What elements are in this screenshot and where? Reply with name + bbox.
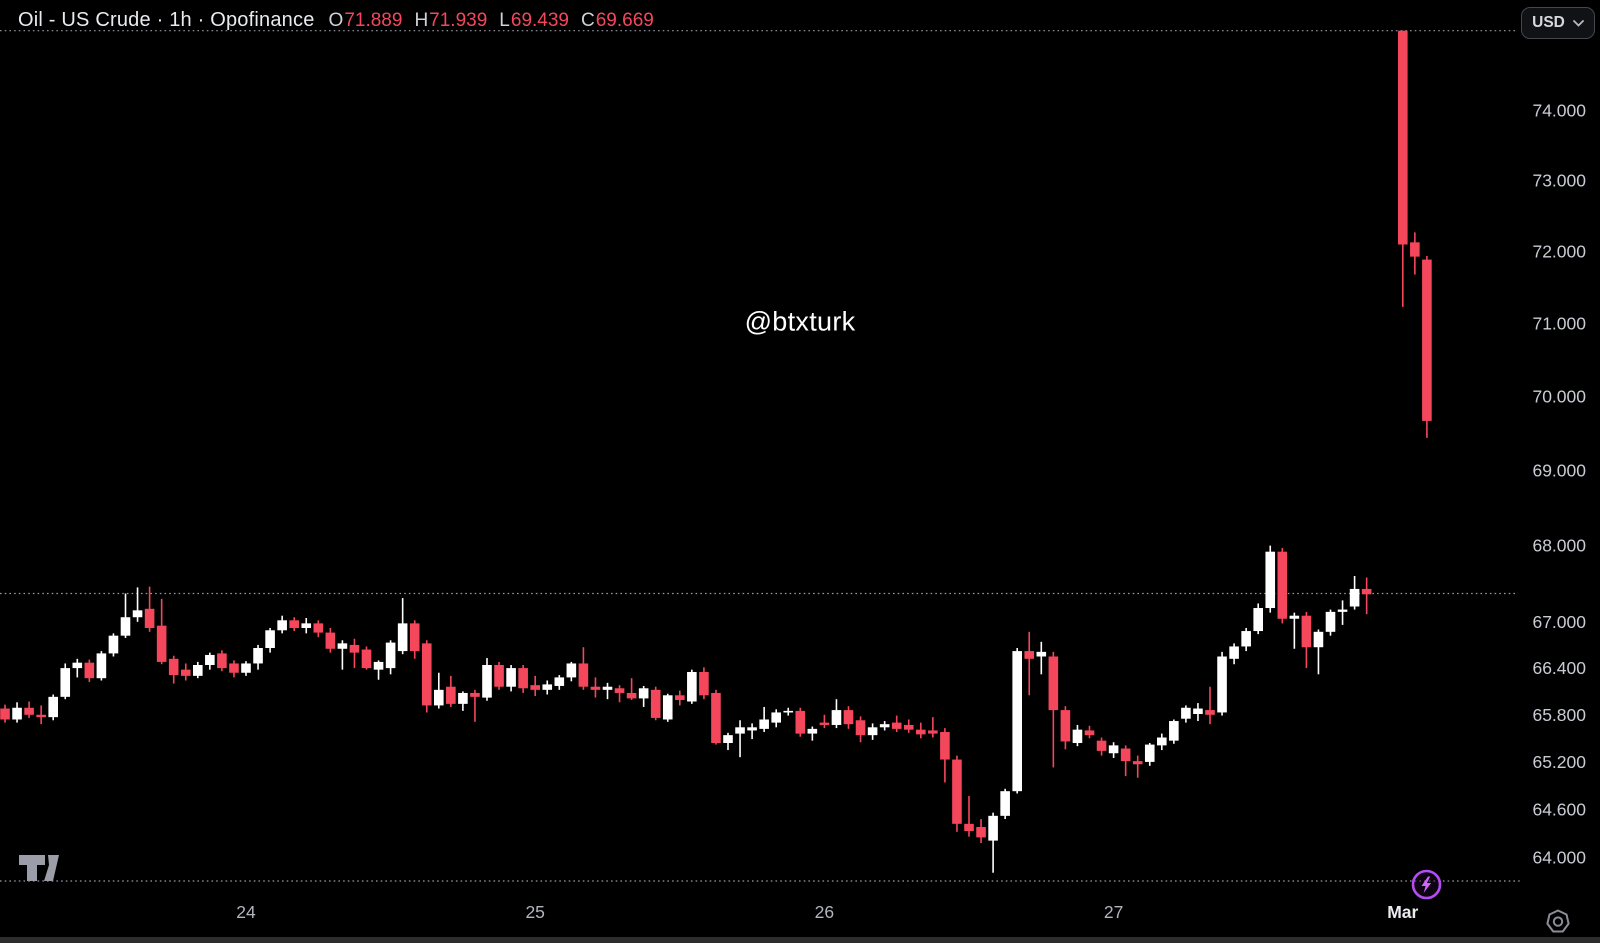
low-readout: L69.439: [499, 9, 569, 31]
svg-text:70.000: 70.000: [1532, 387, 1586, 407]
ohlc-readout: O71.889 H71.939 L69.439 C69.669: [329, 10, 654, 32]
watermark: @btxturk: [744, 306, 856, 337]
tradingview-logo-icon[interactable]: [18, 855, 64, 881]
svg-text:26: 26: [815, 902, 834, 922]
window-bottom-edge: [0, 937, 1600, 943]
svg-text:24: 24: [236, 902, 256, 922]
svg-text:66.400: 66.400: [1532, 658, 1586, 678]
chevron-down-icon: [1572, 19, 1584, 27]
svg-text:27: 27: [1104, 902, 1123, 922]
open-readout: O71.889: [328, 9, 403, 31]
svg-text:67.000: 67.000: [1532, 612, 1586, 632]
lightning-icon: [1421, 876, 1432, 893]
lightning-button[interactable]: [1410, 868, 1443, 901]
svg-text:64.600: 64.600: [1532, 799, 1586, 819]
currency-selector[interactable]: USD: [1521, 7, 1595, 39]
svg-text:25: 25: [525, 902, 544, 922]
svg-text:71.000: 71.000: [1532, 314, 1586, 334]
settings-gear-icon[interactable]: [1543, 907, 1573, 937]
svg-text:74.000: 74.000: [1532, 101, 1586, 121]
svg-text:73.000: 73.000: [1532, 171, 1586, 191]
svg-text:Mar: Mar: [1387, 902, 1418, 922]
price-axis[interactable]: 74.000 73.000 72.000 71.000 70.000 69.000 68.0…: [1532, 101, 1586, 868]
currency-label: USD: [1532, 14, 1565, 31]
candles-layer: [0, 30, 1432, 873]
high-readout: H71.939: [414, 9, 488, 31]
price-lines-layer: [0, 30, 1520, 882]
svg-text:64.000: 64.000: [1532, 847, 1586, 867]
svg-text:69.000: 69.000: [1532, 461, 1586, 481]
chart-legend: Oil - US Crude · 1h · Opofinance O71.889…: [18, 9, 654, 32]
svg-text:65.200: 65.200: [1532, 752, 1586, 772]
svg-text:65.800: 65.800: [1532, 705, 1586, 725]
svg-text:72.000: 72.000: [1532, 242, 1586, 262]
symbol-title: Oil - US Crude · 1h · Opofinance: [18, 9, 315, 31]
time-axis[interactable]: 24 25 26 27 Mar: [236, 902, 1418, 922]
close-readout: C69.669: [581, 9, 654, 31]
svg-text:68.000: 68.000: [1532, 536, 1586, 556]
